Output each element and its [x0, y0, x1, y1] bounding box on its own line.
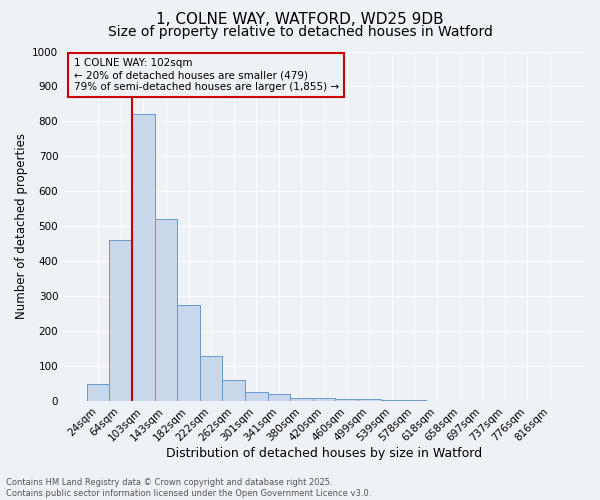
Bar	[87, 384, 109, 401]
Bar	[335, 400, 358, 401]
Bar	[200, 356, 223, 401]
Bar	[380, 400, 403, 401]
Y-axis label: Number of detached properties: Number of detached properties	[15, 134, 28, 320]
Text: 1, COLNE WAY, WATFORD, WD25 9DB: 1, COLNE WAY, WATFORD, WD25 9DB	[156, 12, 444, 28]
Bar	[290, 398, 313, 401]
Bar	[132, 114, 155, 401]
Text: 1 COLNE WAY: 102sqm
← 20% of detached houses are smaller (479)
79% of semi-detac: 1 COLNE WAY: 102sqm ← 20% of detached ho…	[74, 58, 339, 92]
Bar	[403, 400, 426, 401]
Bar	[109, 240, 132, 401]
Text: Contains HM Land Registry data © Crown copyright and database right 2025.
Contai: Contains HM Land Registry data © Crown c…	[6, 478, 371, 498]
Bar	[155, 220, 177, 401]
Bar	[177, 305, 200, 401]
Bar	[245, 392, 268, 401]
Bar	[313, 398, 335, 401]
Bar	[268, 394, 290, 401]
Bar	[358, 400, 380, 401]
X-axis label: Distribution of detached houses by size in Watford: Distribution of detached houses by size …	[166, 447, 482, 460]
Bar	[223, 380, 245, 401]
Text: Size of property relative to detached houses in Watford: Size of property relative to detached ho…	[107, 25, 493, 39]
